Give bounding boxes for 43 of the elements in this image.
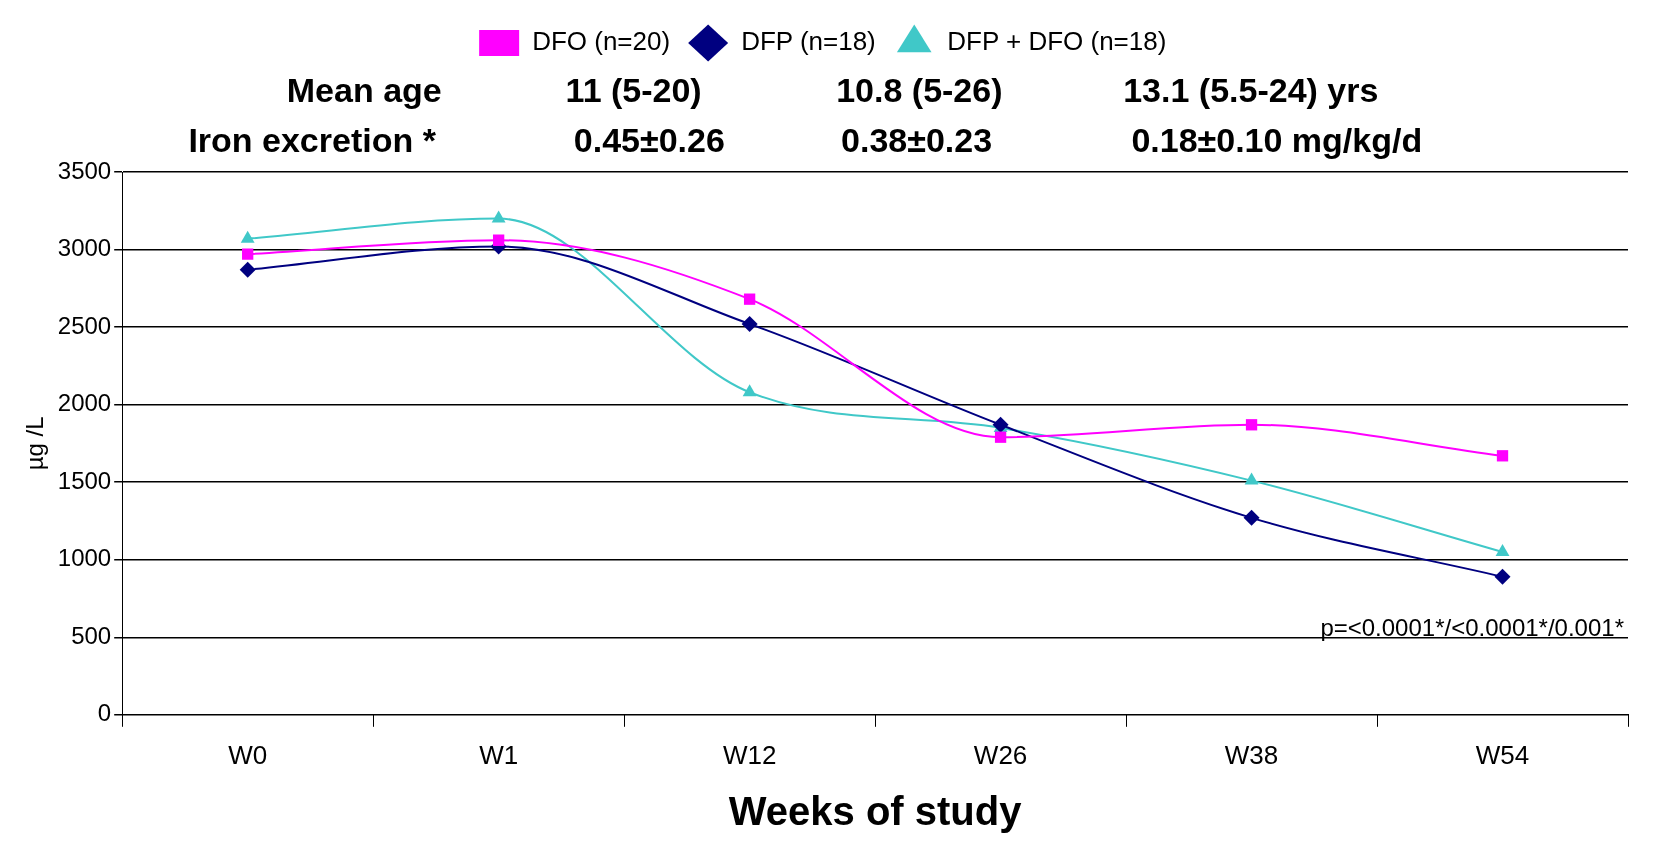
text: 10.8 (5-26) xyxy=(836,70,1003,110)
y-axis-title: µg /L xyxy=(21,416,49,471)
text: 11 (5-20) xyxy=(565,70,702,110)
point xyxy=(1494,568,1511,585)
point xyxy=(239,261,256,278)
text: 0.18±0.10 mg/kg/d xyxy=(1131,120,1423,160)
point xyxy=(492,234,505,246)
x-tick-label: W38 xyxy=(1224,739,1279,770)
text: 13.1 (5.5-24) yrs xyxy=(1123,70,1379,110)
text: 0.45±0.26 xyxy=(573,120,725,160)
point xyxy=(1496,450,1509,462)
text: Mean age xyxy=(286,70,442,110)
x-tick-label: W12 xyxy=(722,739,777,770)
y-tick-label: 3000 xyxy=(57,234,112,262)
y-tick-label: 1500 xyxy=(57,466,112,494)
y-tick-label: 500 xyxy=(71,621,112,649)
point xyxy=(1244,472,1259,485)
point xyxy=(1243,509,1260,526)
y-tick-label: 2500 xyxy=(57,311,112,339)
legend-label: DFP + DFO (n=18) xyxy=(947,26,1167,57)
x-tick-label: W54 xyxy=(1475,739,1530,770)
y-tick-label: 0 xyxy=(97,699,112,727)
y-tick-label: 3500 xyxy=(57,156,112,184)
legend-label: DFP (n=18) xyxy=(741,26,876,57)
annotation: p=<0.0001*/<0.0001*/0.001* xyxy=(1320,614,1624,642)
x-tick-label: W0 xyxy=(228,739,268,770)
legend-label: DFO (n=20) xyxy=(532,26,671,57)
point xyxy=(994,431,1007,443)
point xyxy=(491,210,506,223)
y-tick-label: 1000 xyxy=(57,544,112,572)
x-axis-title: Weeks of study xyxy=(728,789,1023,834)
x-tick-label: W26 xyxy=(973,739,1028,770)
x-tick-label: W1 xyxy=(479,739,519,770)
point xyxy=(1495,543,1510,556)
point xyxy=(242,248,254,260)
point xyxy=(743,293,756,305)
point xyxy=(742,384,757,397)
text: 0.38±0.23 xyxy=(841,120,993,160)
point xyxy=(240,230,255,243)
point xyxy=(741,315,758,332)
y-tick-label: 2000 xyxy=(57,389,112,417)
text: Iron excretion * xyxy=(188,120,436,160)
point xyxy=(1245,419,1258,431)
